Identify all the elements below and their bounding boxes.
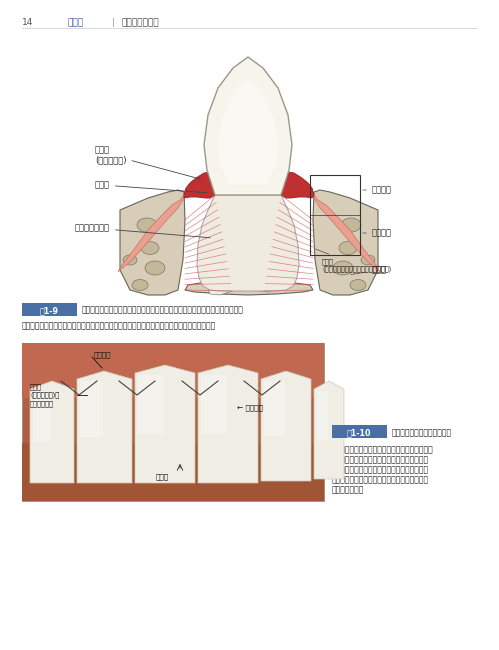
Bar <box>201 375 227 434</box>
Text: 歯槽骨: 歯槽骨 <box>351 265 387 274</box>
Ellipse shape <box>333 261 353 275</box>
Text: の閉じた隙間には、細い歯周プローブで刺激で: の閉じた隙間には、細い歯周プローブで刺激で <box>332 465 429 474</box>
Ellipse shape <box>137 218 157 232</box>
Polygon shape <box>281 172 314 198</box>
Polygon shape <box>204 57 292 195</box>
Bar <box>80 381 103 437</box>
Polygon shape <box>118 195 184 272</box>
Text: ← 歯間乳頭: ← 歯間乳頭 <box>237 405 263 411</box>
Ellipse shape <box>145 261 165 275</box>
Text: 遊離歯肉: 遊離歯肉 <box>363 185 392 194</box>
Text: 間乳頭は、歯間の隙間を満たす。遊離歯肉と歯: 間乳頭は、歯間の隙間を満たす。遊離歯肉と歯 <box>332 455 429 464</box>
Text: 歯を支える歯周組織の断面図。健常な歯周組織は解剖学的歯根を囲む歯槽骨、: 歯を支える歯周組織の断面図。健常な歯周組織は解剖学的歯根を囲む歯槽骨、 <box>82 306 244 315</box>
Polygon shape <box>135 365 195 483</box>
Polygon shape <box>255 285 278 292</box>
Polygon shape <box>261 371 311 481</box>
Ellipse shape <box>339 242 357 255</box>
Polygon shape <box>120 190 185 295</box>
Text: 図1-10: 図1-10 <box>347 428 371 437</box>
Polygon shape <box>313 190 378 295</box>
Polygon shape <box>314 381 344 479</box>
Bar <box>317 391 328 440</box>
Text: 第１部: 第１部 <box>68 18 84 27</box>
Text: 図1-9: 図1-9 <box>39 306 58 315</box>
Text: 歯肉縁: 歯肉縁 <box>95 181 207 193</box>
Text: 肉のことを指す: 肉のことを指す <box>332 485 364 494</box>
Text: 歯肉は各歯を囲む歯肉縁は、: 歯肉は各歯を囲む歯肉縁は、 <box>392 428 452 437</box>
Polygon shape <box>208 288 232 295</box>
Bar <box>22 343 324 501</box>
Polygon shape <box>22 343 324 398</box>
Text: 特徴的なスキャロップ状（扇形）をしている。歯: 特徴的なスキャロップ状（扇形）をしている。歯 <box>332 445 434 454</box>
Polygon shape <box>198 365 258 483</box>
Ellipse shape <box>350 280 366 291</box>
Bar <box>310 175 360 255</box>
Ellipse shape <box>132 280 148 291</box>
Bar <box>33 391 51 442</box>
Ellipse shape <box>361 255 375 265</box>
Text: 歯肉溝
(閉じた隙間)を
覆う遊離歯肉: 歯肉溝 (閉じた隙間)を 覆う遊離歯肉 <box>30 383 59 407</box>
Text: 歯肉縁: 歯肉縁 <box>155 473 169 480</box>
Bar <box>264 381 285 436</box>
Text: 付着歯肉: 付着歯肉 <box>363 229 392 237</box>
Polygon shape <box>197 195 299 291</box>
Text: 14: 14 <box>22 18 33 27</box>
Ellipse shape <box>341 218 361 232</box>
Text: 歯槽骨を覆う歯肉、歯根を覆うセメント質、歯槽骨と歯のセメント質をつなぐ歯根膜からなる: 歯槽骨を覆う歯肉、歯根を覆うセメント質、歯槽骨と歯のセメント質をつなぐ歯根膜から… <box>22 321 216 330</box>
Text: 歯根セメント質: 歯根セメント質 <box>75 224 210 238</box>
Text: 付着歯肉: 付着歯肉 <box>94 352 111 358</box>
Bar <box>138 375 164 434</box>
Bar <box>22 443 324 501</box>
Text: |: | <box>112 18 115 27</box>
Polygon shape <box>184 172 215 198</box>
Text: 歯肉溝
(閉じた隙間): 歯肉溝 (閉じた隙間) <box>95 146 201 179</box>
Polygon shape <box>30 381 74 483</box>
Text: 歯根膜
(実際の歯根膜はこれよりかなり薄い): 歯根膜 (実際の歯根膜はこれよりかなり薄い) <box>315 249 391 272</box>
Polygon shape <box>77 371 132 483</box>
Ellipse shape <box>123 255 137 265</box>
Polygon shape <box>185 281 313 295</box>
Polygon shape <box>314 195 380 272</box>
Text: きる。付着歯肉とは、歯槽骨に付着している歯: きる。付着歯肉とは、歯槽骨に付着している歯 <box>332 475 429 484</box>
Bar <box>22 303 77 316</box>
Bar <box>332 425 387 438</box>
Polygon shape <box>218 78 278 185</box>
Ellipse shape <box>141 242 159 255</box>
Text: 各歯の解剖形態: 各歯の解剖形態 <box>122 18 160 27</box>
